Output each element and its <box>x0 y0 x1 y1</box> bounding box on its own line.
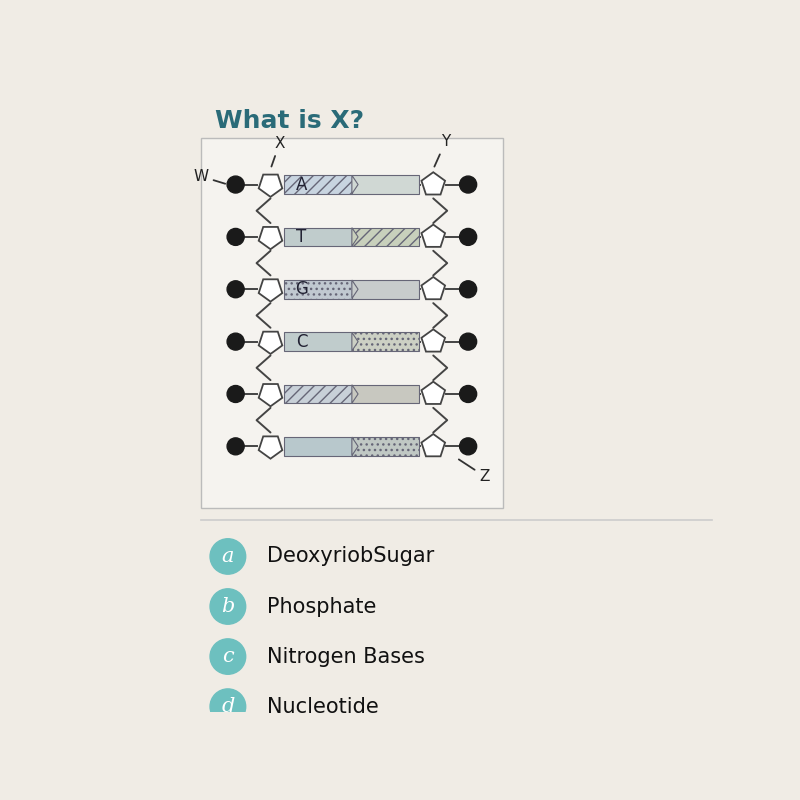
Polygon shape <box>258 436 282 458</box>
FancyBboxPatch shape <box>201 138 503 508</box>
Polygon shape <box>352 332 358 351</box>
Text: What is X?: What is X? <box>214 109 364 133</box>
Circle shape <box>459 281 477 298</box>
Bar <box>285 280 352 298</box>
Text: A: A <box>296 175 307 194</box>
Bar <box>285 228 352 246</box>
Circle shape <box>210 589 246 624</box>
Bar <box>285 385 352 403</box>
Bar <box>352 385 419 403</box>
Text: X: X <box>271 135 285 166</box>
Circle shape <box>227 386 244 402</box>
Circle shape <box>227 229 244 246</box>
Circle shape <box>227 333 244 350</box>
Polygon shape <box>352 437 358 455</box>
Circle shape <box>459 386 477 402</box>
Bar <box>285 332 352 351</box>
Bar <box>352 280 419 298</box>
Polygon shape <box>422 330 445 351</box>
Text: a: a <box>222 547 234 566</box>
Text: T: T <box>296 228 306 246</box>
Polygon shape <box>422 434 445 456</box>
Circle shape <box>459 333 477 350</box>
Text: Y: Y <box>434 134 450 166</box>
Circle shape <box>227 438 244 455</box>
Polygon shape <box>258 227 282 250</box>
Circle shape <box>227 281 244 298</box>
Bar <box>352 332 419 351</box>
Bar <box>352 175 419 194</box>
Bar <box>285 437 352 455</box>
Text: d: d <box>221 697 234 716</box>
Text: Nucleotide: Nucleotide <box>266 697 378 717</box>
Text: G: G <box>295 280 308 298</box>
Polygon shape <box>422 225 445 247</box>
Text: b: b <box>221 597 234 616</box>
Polygon shape <box>422 382 445 404</box>
Polygon shape <box>258 332 282 354</box>
Bar <box>285 175 352 194</box>
Text: c: c <box>222 647 234 666</box>
Circle shape <box>210 689 246 724</box>
Polygon shape <box>258 174 282 197</box>
Circle shape <box>210 538 246 574</box>
Text: C: C <box>296 333 307 350</box>
Circle shape <box>459 176 477 193</box>
Text: Phosphate: Phosphate <box>266 597 376 617</box>
Polygon shape <box>352 228 358 246</box>
Text: Z: Z <box>459 459 490 484</box>
Polygon shape <box>258 384 282 406</box>
Circle shape <box>210 639 246 674</box>
Bar <box>352 437 419 455</box>
Circle shape <box>459 438 477 455</box>
Circle shape <box>227 176 244 193</box>
Bar <box>352 228 419 246</box>
Text: Nitrogen Bases: Nitrogen Bases <box>266 646 425 666</box>
Polygon shape <box>258 279 282 302</box>
Polygon shape <box>422 277 445 299</box>
Polygon shape <box>352 385 358 403</box>
Text: DeoxyriobSugar: DeoxyriobSugar <box>266 546 434 566</box>
Text: W: W <box>193 169 226 184</box>
Polygon shape <box>352 280 358 298</box>
Polygon shape <box>422 172 445 194</box>
Polygon shape <box>352 175 358 194</box>
Circle shape <box>459 229 477 246</box>
